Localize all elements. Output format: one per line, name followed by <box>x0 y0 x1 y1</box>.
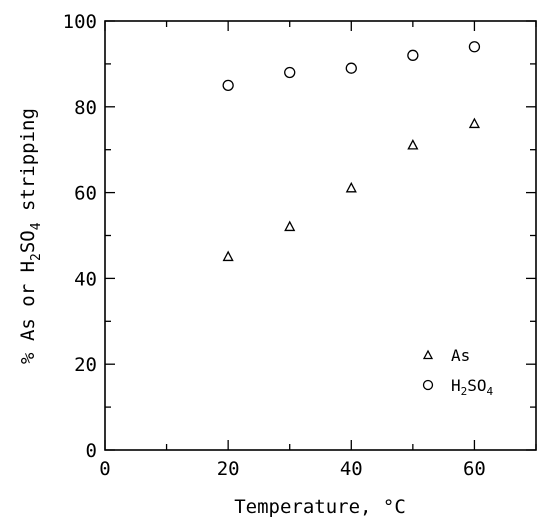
data-point-h2so4 <box>222 79 234 91</box>
data-point-as <box>222 250 234 262</box>
legend-label-as: As <box>451 346 470 365</box>
y-tick-label: 0 <box>86 440 97 462</box>
legend: As H2SO4 <box>422 346 494 398</box>
data-point-as <box>345 181 357 193</box>
x-tick-label: 40 <box>340 458 363 480</box>
data-point-h2so4 <box>345 62 357 74</box>
data-point-h2so4 <box>284 66 296 79</box>
data-point-as <box>468 117 481 129</box>
data-points <box>222 41 481 262</box>
y-tick-label: 20 <box>74 354 97 376</box>
tick-group <box>104 20 537 451</box>
legend-marker-h2so4 <box>422 379 434 391</box>
y-tick-label: 40 <box>74 268 97 290</box>
legend-label-h2so4: H2SO4 <box>451 376 494 398</box>
x-tick-label: 0 <box>99 458 110 480</box>
legend-marker-as <box>422 349 434 360</box>
tick-label-group: 0 20 40 60 0 20 40 60 80 100 <box>63 11 486 480</box>
x-tick-label: 60 <box>463 458 486 480</box>
y-tick-label: 80 <box>74 97 97 119</box>
y-tick-label: 100 <box>63 11 97 33</box>
x-axis-label: Temperature, °C <box>234 496 406 518</box>
y-tick-label: 60 <box>74 183 97 205</box>
data-point-as <box>284 220 296 232</box>
data-point-h2so4 <box>407 49 419 61</box>
data-point-h2so4 <box>468 41 481 53</box>
y-axis-label: % As or H2SO4 stripping <box>17 108 44 364</box>
data-point-as <box>407 139 419 150</box>
x-tick-label: 20 <box>217 458 240 480</box>
